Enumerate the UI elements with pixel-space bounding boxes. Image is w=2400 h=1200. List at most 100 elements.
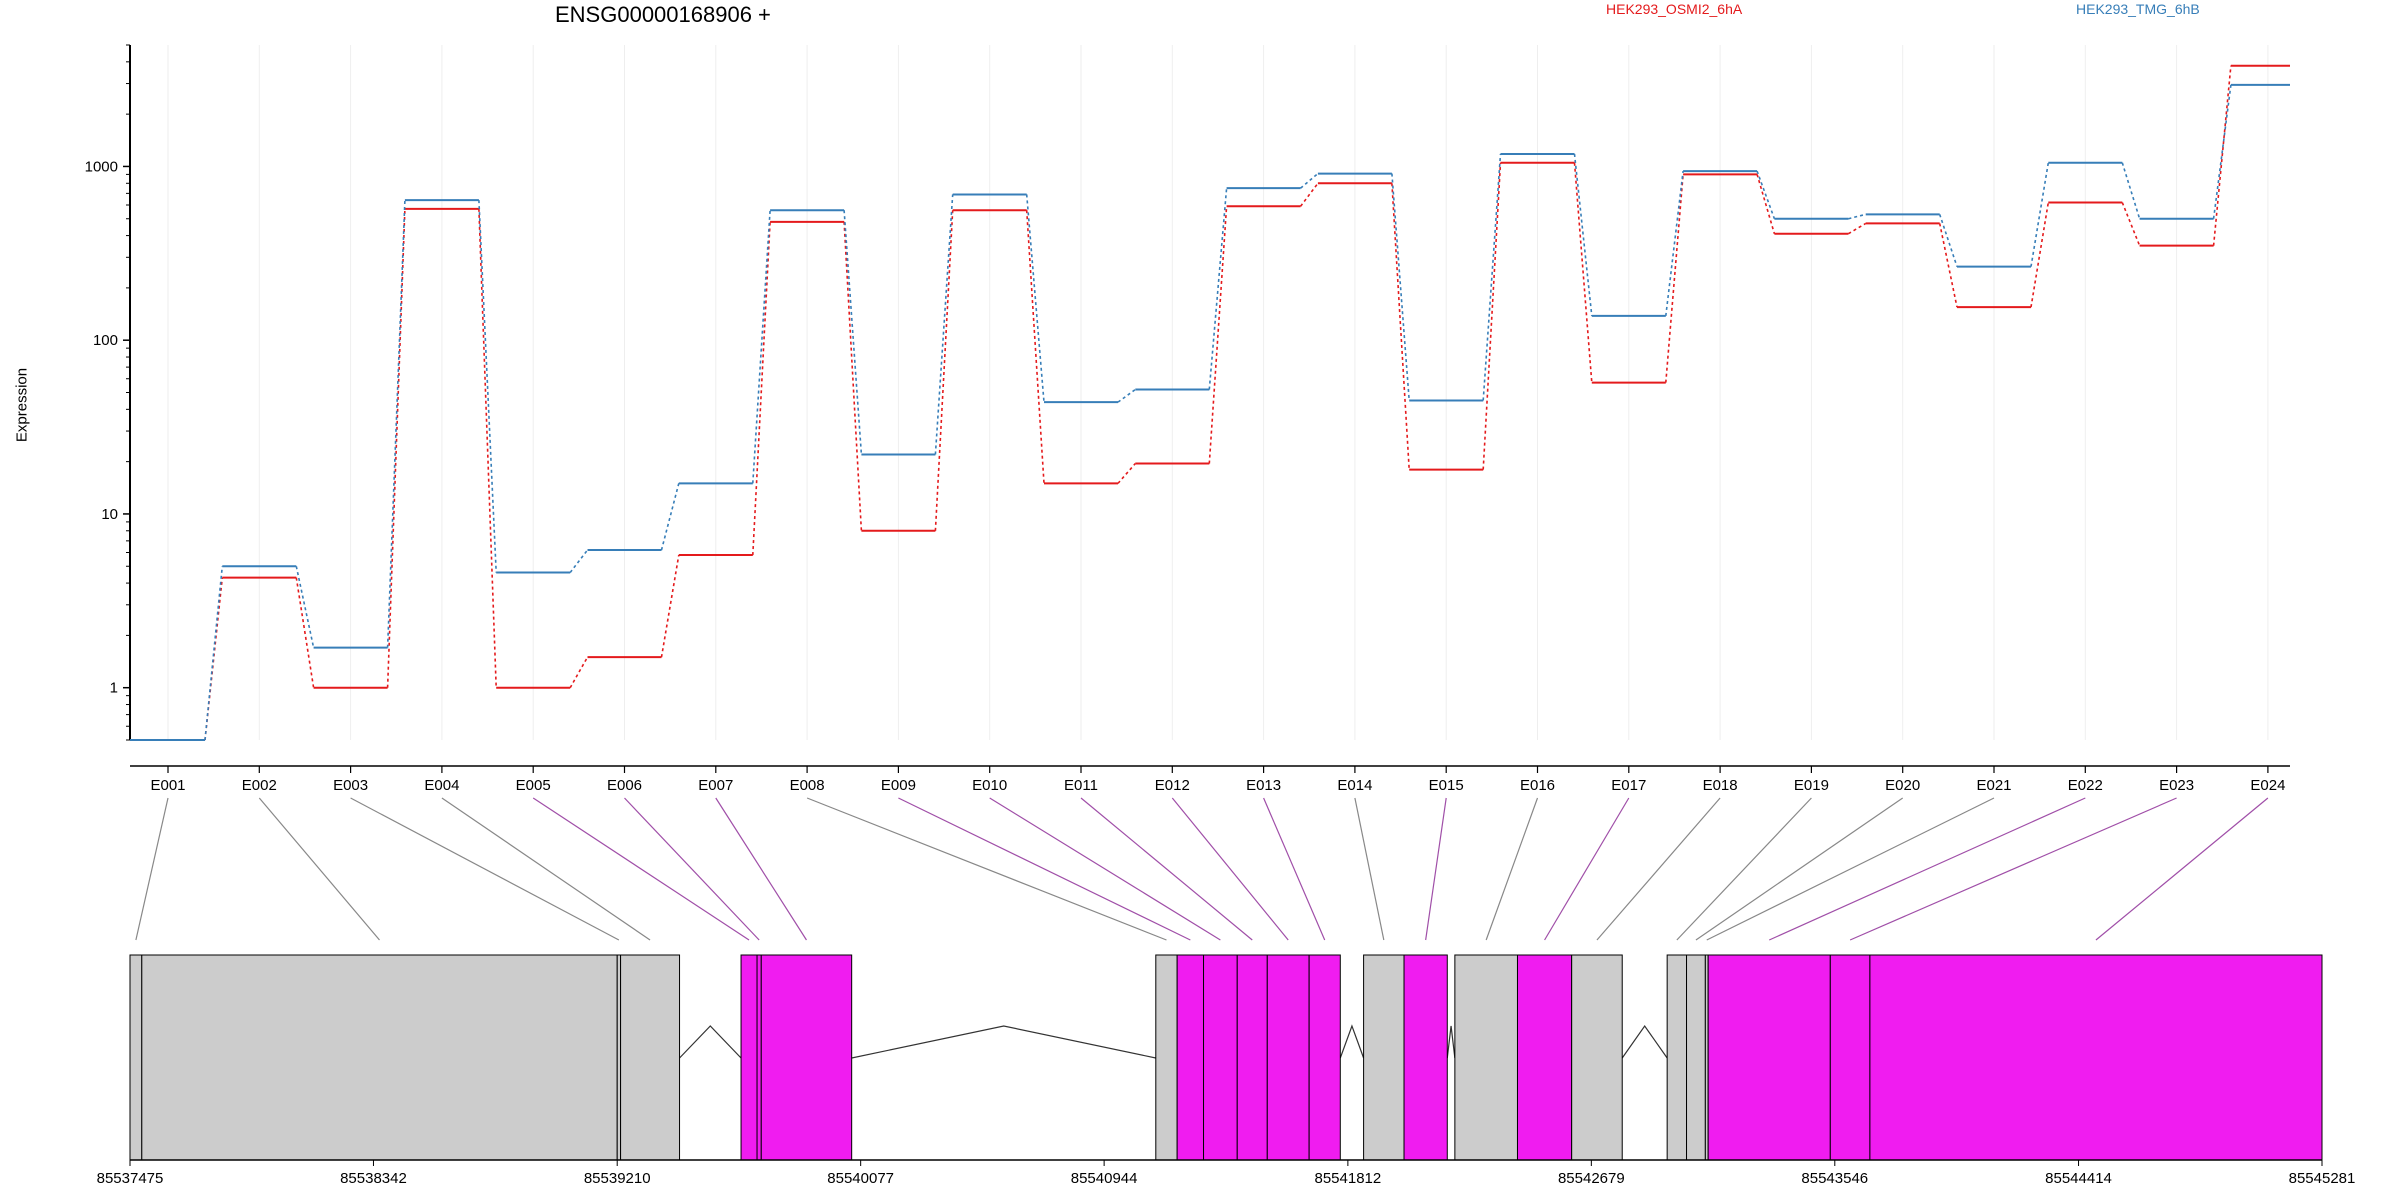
series-connector [2212,84,2232,219]
x-tick-label-e002: E002 [242,777,277,794]
exon-e019 [1666,954,1688,1161]
y-tick-label: 1 [110,680,118,697]
series-connector [386,208,406,688]
exon-e024 [1869,954,2323,1161]
exon-e018 [1571,954,1623,1161]
series-hek293-osmi2-6ha [130,64,2290,741]
series-connector [1938,223,1958,308]
series-connector [1117,463,1136,484]
gridlines [167,45,2269,740]
connector-e012 [1171,797,1289,941]
connector-e009 [898,797,1191,941]
exon-e001 [129,954,143,1161]
series-connector [752,210,771,484]
connector-e006 [624,797,760,941]
coord-label: 85544414 [2045,1170,2112,1187]
coord-label: 85545281 [2289,1170,2356,1187]
coord-label: 85540944 [1071,1170,1138,1187]
x-tick-label-e020: E020 [1885,777,1920,794]
exon-connectors [135,797,2269,941]
series-connector [1391,183,1410,470]
genomic-coordinates: 85537475 85538342 85539210 85540077 85540944… [97,1159,2356,1187]
series-connector [843,221,863,531]
coord-label: 85543546 [1801,1170,1868,1187]
exon-e015 [1403,954,1448,1161]
intron-5 [1621,1024,1668,1059]
x-tick-label-e015: E015 [1429,777,1464,794]
exon-e010 [1203,954,1238,1161]
series-connector [1208,188,1228,390]
connector-e003 [350,797,620,941]
intron-4 [1446,1025,1456,1059]
series-connector [1025,210,1045,484]
exon-e006 [756,954,762,1161]
connector-e007 [715,797,807,941]
connector-e002 [258,797,380,941]
exon-e014 [1363,954,1405,1161]
exon-e013 [1308,954,1341,1161]
series-connector [1573,162,1593,383]
exon-e007 [760,954,853,1161]
series-connector [204,566,224,741]
x-tick-label-e007: E007 [698,777,733,794]
legend-entry-tmg: HEK293_TMG_6hB [2076,1,2200,17]
x-tick-label-e004: E004 [424,777,459,794]
x-tick-label-e013: E013 [1246,777,1281,794]
exon-e020 [1686,954,1706,1161]
exon-e008 [1155,954,1178,1161]
exon-e012 [1266,954,1310,1161]
connector-e021 [1706,797,1995,941]
series-connector [1391,173,1410,401]
x-tick-label-e022: E022 [2068,777,2103,794]
connector-e020 [1695,797,1904,941]
series-connector [1756,170,1776,220]
series-connector [1482,162,1502,470]
x-tick-label-e006: E006 [607,777,642,794]
x-tick-label-e014: E014 [1337,777,1372,794]
x-tick-label-e012: E012 [1155,777,1190,794]
series-connector [478,200,497,573]
connector-e001 [135,797,169,941]
series-connector [660,483,680,551]
series-connector [1299,182,1319,207]
x-tick-label-e001: E001 [150,777,185,794]
series-connector [1756,174,1776,234]
exon-e004 [620,954,681,1161]
series-connector [569,656,589,689]
connector-e008 [806,797,1167,941]
series-connector [660,554,680,658]
exon-e017 [1516,954,1573,1161]
coord-label: 85540077 [827,1170,894,1187]
coord-label: 85539210 [584,1170,651,1187]
exon-e009 [1176,954,1205,1161]
series-connector [1665,171,1684,316]
coord-label: 85537475 [97,1170,164,1187]
x-tick-label-e017: E017 [1611,777,1646,794]
series-hek293-tmg-6hb [130,83,2290,741]
series-connector [934,210,954,531]
x-tick-label-e009: E009 [881,777,916,794]
connector-e011 [1080,797,1253,941]
exon-e011 [1236,954,1268,1161]
exon-e022 [1707,954,1831,1161]
exon-e002 [141,954,618,1161]
chart-title: ENSG00000168906 + [555,2,771,27]
series-connector [295,566,315,648]
x-tick-label-e005: E005 [516,777,551,794]
y-tick-label: 10 [101,506,118,523]
axes: 1 10 100 1000 E001 E002 E003 E004 E005 E006 E007 E0… [85,44,2290,794]
connector-e016 [1485,797,1539,941]
connector-e019 [1676,797,1812,941]
series-connector [2212,65,2232,246]
x-tick-label-e003: E003 [333,777,368,794]
x-tick-label-e023: E023 [2159,777,2194,794]
series-connector [1848,213,1866,220]
y-tick-label: 100 [93,332,118,349]
series-connector [386,200,406,648]
connector-e014 [1354,797,1385,941]
y-tick-label: 1000 [85,158,118,175]
connector-e010 [989,797,1221,941]
coord-label: 85542679 [1558,1170,1625,1187]
coord-label: 85538342 [340,1170,407,1187]
